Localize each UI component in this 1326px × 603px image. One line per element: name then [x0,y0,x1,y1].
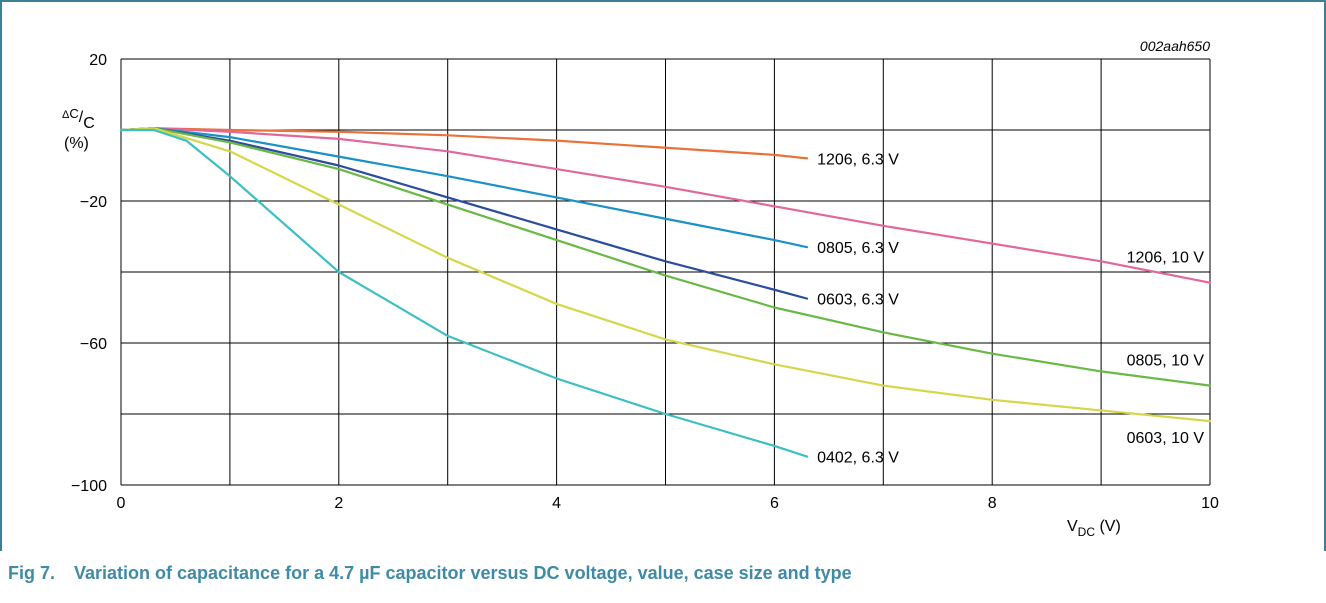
x-tick-label: 0 [117,495,126,512]
y-axis-label: ΔC/C [62,106,95,132]
series-label: 0603, 10 V [1127,430,1205,447]
series-line [119,127,1212,423]
series-label: 0805, 10 V [1127,353,1205,370]
x-tick-label: 10 [1201,495,1219,512]
x-tick-label: 2 [334,495,343,512]
series-label: 0603, 6.3 V [817,292,899,309]
series-label: 1206, 10 V [1127,250,1205,267]
x-tick-label: 6 [770,495,779,512]
y-axis-unit: (%) [64,135,89,152]
figure-id-label: 002aah650 [1140,38,1210,54]
y-tick-label: −20 [80,194,107,211]
series-line [119,128,809,458]
series-line [119,127,1212,284]
series-group [119,127,1212,458]
figure-caption: Fig 7. Variation of capacitance for a 4.7… [8,563,852,584]
series-line [119,127,1212,387]
figure-number: Fig 7. [8,563,56,583]
series-label: 0805, 6.3 V [817,240,899,257]
y-tick-label: 20 [89,52,107,69]
y-tick-label: −100 [71,478,107,495]
series-line [119,127,809,249]
x-tick-label: 4 [552,495,561,512]
series-label: 0402, 6.3 V [817,450,899,467]
x-tick-label: 8 [988,495,997,512]
figure-frame [0,0,1326,551]
x-axis-label: VDC (V) [1067,518,1121,539]
y-tick-label: −60 [80,336,107,353]
figure-caption-text: Variation of capacitance for a 4.7 µF ca… [74,563,852,583]
axes: 20 −20 −60 −100 0 2 4 6 8 10 ΔC/C (%) VDC (V) [62,52,1219,539]
capacitance-chart: 1206, 6.3 V 1206, 10 V 0805, 6.3 V 0603, 6.… [62,38,1219,539]
grid [120,58,1211,486]
series-label: 1206, 6.3 V [817,151,899,168]
series-labels: 1206, 6.3 V 1206, 10 V 0805, 6.3 V 0603, 6.… [817,151,1204,466]
